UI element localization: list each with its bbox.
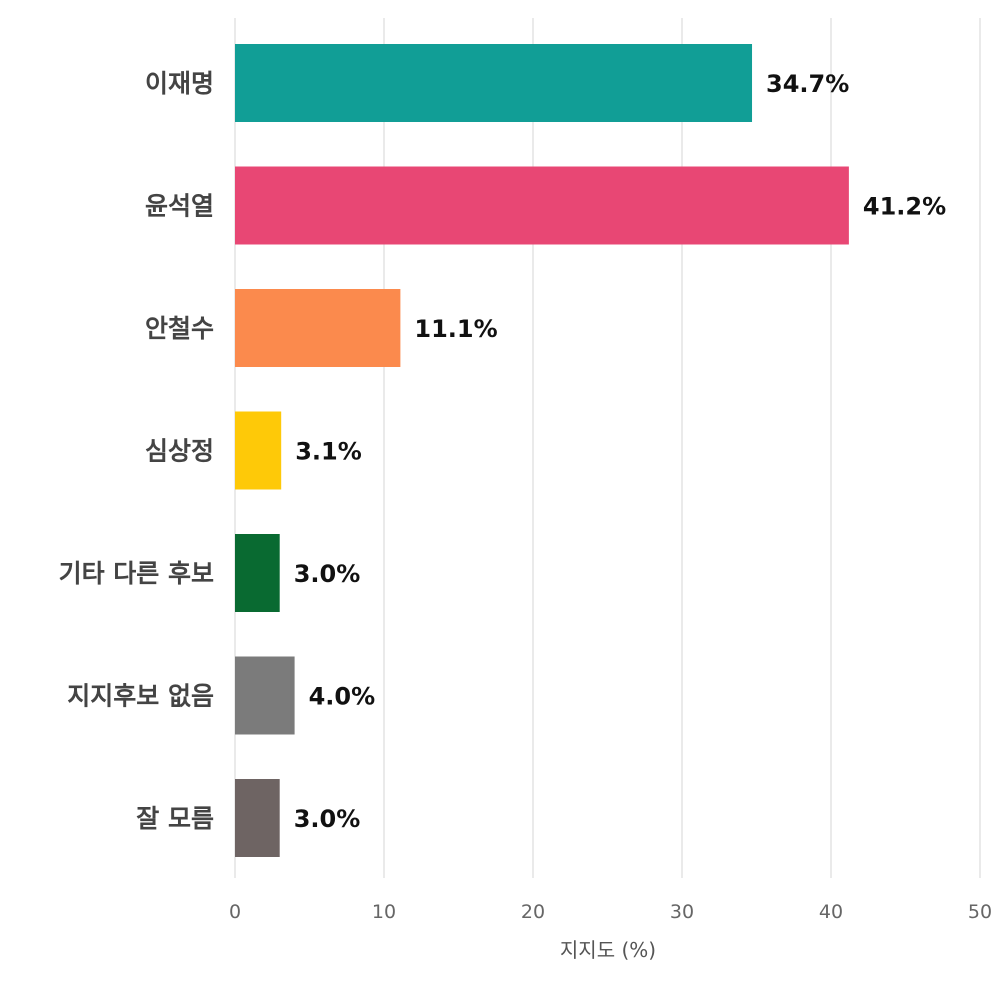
category-label-4: 심상정 <box>145 437 214 466</box>
bar-2 <box>235 166 849 245</box>
category-label-7: 잘 모름 <box>136 804 214 833</box>
category-label-1: 이재명 <box>145 69 214 98</box>
value-labels: 34.7% 41.2% 11.1% 3.1% 3.0% 4.0% 3.0% <box>294 70 946 833</box>
value-label-1: 34.7% <box>766 70 849 98</box>
bar-3 <box>235 289 401 367</box>
value-label-7: 3.0% <box>294 805 361 833</box>
x-tick-label-50: 50 <box>968 901 992 923</box>
bar-5 <box>235 534 280 612</box>
value-label-5: 3.0% <box>294 560 361 588</box>
bar-6 <box>235 656 295 735</box>
x-tick-label-30: 30 <box>670 901 694 923</box>
bar-7 <box>235 779 280 857</box>
category-label-5: 기타 다른 후보 <box>59 559 214 588</box>
bar-1 <box>235 44 753 122</box>
value-label-4: 3.1% <box>295 438 362 466</box>
category-label-3: 안철수 <box>145 314 214 343</box>
grid-lines <box>234 18 981 878</box>
bars <box>235 44 849 857</box>
category-label-2: 윤석열 <box>145 192 214 221</box>
x-tick-label-20: 20 <box>521 901 545 923</box>
category-label-6: 지지후보 없음 <box>67 682 214 711</box>
x-axis-ticks: 0 10 20 30 40 50 <box>229 901 992 923</box>
x-tick-label-10: 10 <box>372 901 396 923</box>
bar-4 <box>235 411 282 490</box>
value-label-6: 4.0% <box>309 683 376 711</box>
value-label-2: 41.2% <box>863 193 946 221</box>
value-label-3: 11.1% <box>414 315 497 343</box>
x-tick-label-40: 40 <box>819 901 843 923</box>
x-tick-label-0: 0 <box>229 901 241 923</box>
x-axis-title: 지지도 (%) <box>560 938 656 962</box>
